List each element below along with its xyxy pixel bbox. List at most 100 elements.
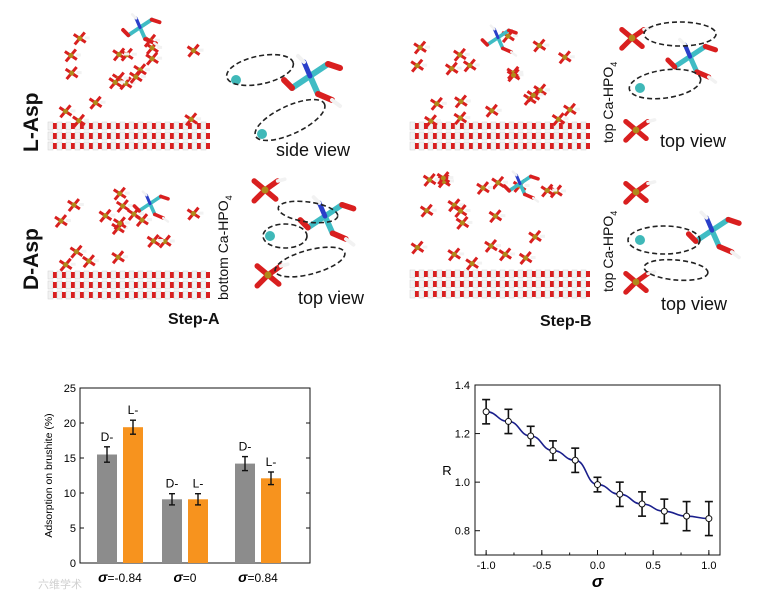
hydrogen-atom bbox=[158, 238, 164, 242]
phosphate-group bbox=[422, 172, 440, 187]
water-molecule bbox=[47, 270, 54, 280]
oxygen-atom bbox=[451, 123, 455, 129]
water-molecule bbox=[571, 121, 578, 131]
hydrogen-atom bbox=[124, 221, 130, 225]
water-molecule bbox=[481, 131, 488, 141]
oxygen-atom bbox=[523, 123, 527, 129]
oxygen-atom bbox=[568, 123, 572, 129]
phosphorus-atom bbox=[69, 70, 75, 76]
water-molecule bbox=[56, 290, 63, 300]
c-n-bond bbox=[492, 27, 500, 40]
phosphate-group bbox=[424, 114, 441, 129]
water-molecule bbox=[454, 289, 461, 299]
calcium-ion bbox=[635, 235, 645, 245]
oxygen-atom bbox=[541, 291, 545, 297]
oxygen-atom bbox=[143, 282, 147, 288]
water-molecule bbox=[418, 269, 425, 279]
water-molecule bbox=[535, 141, 542, 151]
o-h-bond bbox=[153, 41, 161, 49]
vertical-label-top-ca-hpo4-b2: top Ca-HPO4 bbox=[600, 211, 619, 292]
phosphorus-atom bbox=[458, 98, 464, 104]
oxygen-atom bbox=[523, 291, 527, 297]
water-molecule bbox=[92, 131, 99, 141]
o-h-bond bbox=[510, 50, 518, 57]
oxygen-atom bbox=[424, 271, 428, 277]
water-molecule bbox=[56, 121, 63, 131]
oxygen-atom bbox=[496, 271, 500, 277]
oxygen-atom bbox=[188, 143, 192, 149]
water-molecule bbox=[553, 269, 560, 279]
n-h-bond bbox=[489, 24, 496, 31]
phosphate-group bbox=[146, 234, 164, 248]
phosphate-group bbox=[453, 47, 470, 62]
water-molecule bbox=[110, 121, 117, 131]
phosphate-group bbox=[436, 171, 454, 186]
water-molecule bbox=[65, 290, 72, 300]
slab-step-b-l bbox=[409, 29, 590, 151]
c-c-bond bbox=[709, 216, 731, 234]
water-molecule bbox=[526, 141, 533, 151]
oxygen-atom bbox=[197, 123, 201, 129]
bar bbox=[235, 463, 255, 563]
oxygen-atom bbox=[53, 133, 57, 139]
hydrogen-atom bbox=[110, 213, 116, 217]
phosphorus-atom bbox=[76, 118, 82, 124]
phosphorus-atom bbox=[150, 238, 156, 244]
hydrogen-atom bbox=[145, 68, 151, 72]
oxygen-atom bbox=[125, 133, 129, 139]
scatter-chart: -1.0 -0.5 0.0 0.5 1.0 0.8 1.0 1.2 1.4 Rσ bbox=[442, 380, 721, 591]
oxygen-atom bbox=[541, 271, 545, 277]
oxygen-atom bbox=[143, 143, 147, 149]
oxygen-atom bbox=[469, 281, 473, 287]
water-molecule bbox=[74, 280, 81, 290]
water-molecule bbox=[119, 141, 126, 151]
phosphorus-atom bbox=[68, 52, 74, 58]
water-molecule bbox=[490, 131, 497, 141]
n-h-bond bbox=[678, 37, 687, 47]
water-molecule bbox=[436, 289, 443, 299]
water-molecule bbox=[47, 131, 54, 141]
water-molecule bbox=[481, 269, 488, 279]
water-molecule bbox=[101, 131, 108, 141]
y-tick-label: 25 bbox=[64, 383, 76, 395]
water-molecule bbox=[490, 269, 497, 279]
phosphorus-atom bbox=[567, 107, 573, 113]
water-molecule bbox=[436, 269, 443, 279]
data-point bbox=[705, 515, 713, 523]
hydrogen-atom bbox=[431, 208, 437, 212]
water-molecule bbox=[164, 121, 171, 131]
water-molecule bbox=[508, 289, 515, 299]
oxygen-atom bbox=[170, 272, 174, 278]
hydrogen-atom bbox=[465, 99, 471, 103]
water-molecule bbox=[191, 280, 198, 290]
hydrogen-atom bbox=[83, 118, 89, 122]
phosphate-group bbox=[488, 209, 506, 224]
o-h-bond bbox=[646, 118, 657, 124]
oxygen-atom bbox=[469, 123, 473, 129]
c-c-bond bbox=[693, 227, 715, 244]
oxygen-atom bbox=[161, 123, 165, 129]
phosphorus-atom bbox=[414, 245, 420, 251]
water-molecule bbox=[526, 121, 533, 131]
water-molecule bbox=[508, 141, 515, 151]
bar-chart-panel: 0 5 10 15 20 25 Adsorption on brushite (%) D- L-… bbox=[0, 378, 320, 591]
water-molecule bbox=[173, 290, 180, 300]
phosphorus-atom bbox=[495, 180, 501, 186]
oxygen-atom bbox=[514, 133, 518, 139]
oxygen-atom bbox=[125, 292, 129, 298]
water-molecule bbox=[137, 280, 144, 290]
phosphate-group bbox=[88, 95, 106, 110]
water-molecule bbox=[562, 269, 569, 279]
series-label: D- bbox=[101, 430, 114, 444]
oxygen-atom bbox=[89, 292, 93, 298]
water-molecule bbox=[155, 121, 162, 131]
hydrogen-atom bbox=[538, 93, 544, 97]
interaction-ellipse bbox=[643, 258, 709, 282]
phosphorus-atom bbox=[120, 203, 126, 209]
data-point bbox=[549, 447, 557, 455]
oxygen-atom bbox=[460, 123, 464, 129]
oxygen-atom bbox=[179, 123, 183, 129]
water-molecule bbox=[571, 279, 578, 289]
oxygen-atom bbox=[460, 143, 464, 149]
water-molecule bbox=[92, 280, 99, 290]
